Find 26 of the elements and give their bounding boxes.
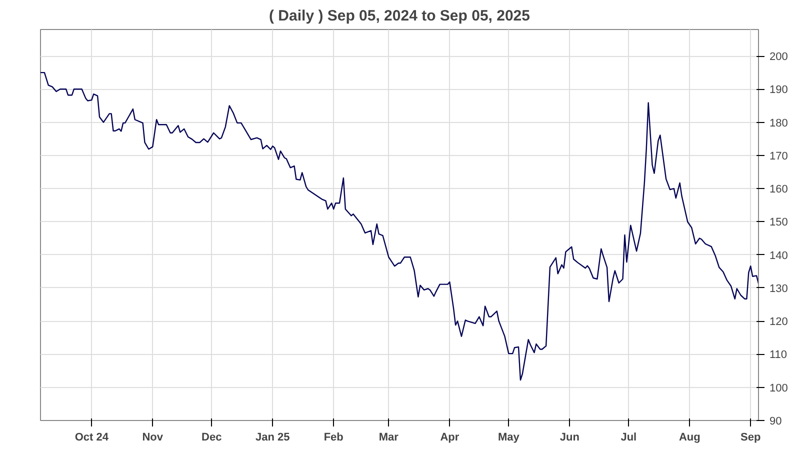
y-tick-label: 200 [770,51,788,64]
x-tick-label: Feb [324,432,344,444]
x-tick-label: Jun [560,432,580,444]
y-tick-label: 180 [770,117,788,130]
y-tick-label: 130 [770,282,788,295]
x-tick-label: Aug [678,432,700,444]
x-tick-label: Apr [440,432,460,444]
line-series [40,72,758,381]
y-tick-label: 160 [770,184,788,196]
x-tick-label: Nov [142,432,164,444]
x-tick-label: May [498,432,520,444]
y-tick-label: 190 [770,84,788,96]
x-tick-label: Sep [740,432,761,444]
y-tick-label: 170 [770,150,788,162]
y-tick-label: 110 [770,349,788,362]
y-tick-label: 140 [770,250,788,262]
y-tick-label: 150 [770,216,788,229]
y-tick-label: 120 [770,316,788,328]
x-tick-label: Dec [202,432,222,444]
x-tick-label: Oct 24 [74,432,110,444]
x-tick-label: Jul [620,432,637,444]
y-tick-label: 90 [770,416,782,428]
y-tick-label: 100 [770,382,788,394]
x-tick-label: Jan 25 [255,432,290,444]
x-tick-label: Mar [378,432,400,444]
chart-title: ( Daily ) Sep 05, 2024 to Sep 05, 2025 [269,8,530,24]
